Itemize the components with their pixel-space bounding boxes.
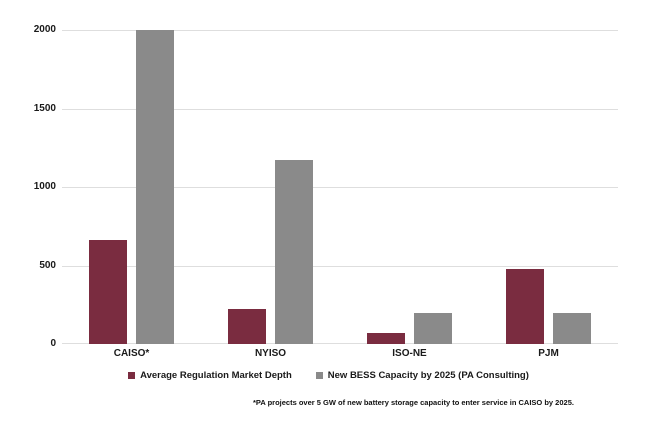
legend-label: Average Regulation Market Depth	[140, 370, 292, 381]
y-axis-label: 1000	[33, 181, 56, 192]
bar-group-pjm	[479, 30, 618, 344]
bar-average-caiso	[89, 240, 127, 344]
x-axis-label: CAISO*	[113, 348, 150, 359]
legend-label: New BESS Capacity by 2025 (PA Consulting…	[327, 370, 529, 381]
bar-new-isone	[414, 312, 452, 344]
bar-new-caiso	[136, 30, 174, 344]
legend-swatch-gray-icon	[315, 372, 323, 379]
legend-item-bess-capacity: New BESS Capacity by 2025 (PA Consulting…	[315, 370, 529, 381]
x-axis-label: PJM	[538, 348, 559, 359]
gridline-1500	[62, 108, 618, 110]
bar-average-isone	[367, 333, 405, 344]
gridline-500	[62, 265, 618, 267]
gridline-1000	[62, 187, 618, 188]
x-axis-label: ISO-NE	[392, 348, 427, 359]
bar-average-nyiso	[228, 308, 266, 344]
bar-group-nyiso	[201, 30, 340, 344]
plot-area	[62, 30, 618, 344]
legend-swatch-maroon-icon	[128, 372, 136, 379]
y-axis: 0 500 1000 1500 2000	[0, 25, 56, 349]
gridline-2000	[62, 30, 618, 31]
legend-item-regulation-depth: Average Regulation Market Depth	[128, 370, 292, 381]
bar-new-nyiso	[275, 160, 313, 344]
gridline-0	[62, 343, 618, 344]
bar-group-isone	[340, 30, 479, 344]
y-axis-label: 2000	[33, 24, 56, 35]
footnote: *PA projects over 5 GW of new battery st…	[253, 398, 574, 407]
bar-group-caiso	[62, 30, 201, 344]
y-axis-label: 500	[39, 259, 56, 271]
bar-new-pjm	[553, 312, 591, 344]
x-axis: CAISO* NYISO ISO-NE PJM	[62, 348, 618, 362]
y-axis-label: 1500	[33, 102, 56, 114]
x-axis-label: NYISO	[254, 348, 287, 359]
bar-average-pjm	[506, 269, 544, 344]
legend: Average Regulation Market Depth New BESS…	[0, 370, 657, 381]
y-axis-label: 0	[50, 338, 56, 349]
